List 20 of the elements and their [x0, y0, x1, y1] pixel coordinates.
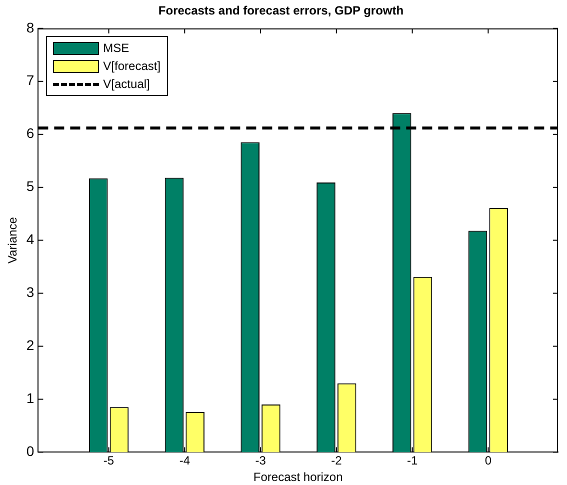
y-axis-title: Variance	[6, 216, 20, 264]
legend-label: V[forecast]	[103, 59, 161, 74]
y-tick-label: 4	[26, 231, 34, 248]
y-tick-label: 2	[26, 337, 34, 354]
x-tick-label: -4	[179, 454, 190, 468]
y-tick-label: 7	[26, 72, 34, 88]
y-tick-label: 5	[26, 178, 34, 194]
y-tick-label: 8	[26, 19, 34, 36]
chart-title: Forecasts and forecast errors, GDP growth	[158, 4, 404, 18]
x-tick-label: -1	[406, 454, 418, 468]
x-tick-label: 0	[484, 454, 492, 468]
x-axis-title: Forecast horizon	[253, 470, 343, 484]
x-tick-label: -2	[331, 454, 342, 468]
x-tick-label: -3	[255, 454, 266, 468]
x-tick-label: -5	[103, 454, 114, 468]
y-tick-label: 1	[26, 390, 34, 406]
y-tick-label: 6	[26, 125, 34, 142]
legend-label: V[actual]	[103, 77, 150, 92]
legend-label: MSE	[103, 41, 130, 56]
y-tick-label: 3	[26, 284, 34, 300]
